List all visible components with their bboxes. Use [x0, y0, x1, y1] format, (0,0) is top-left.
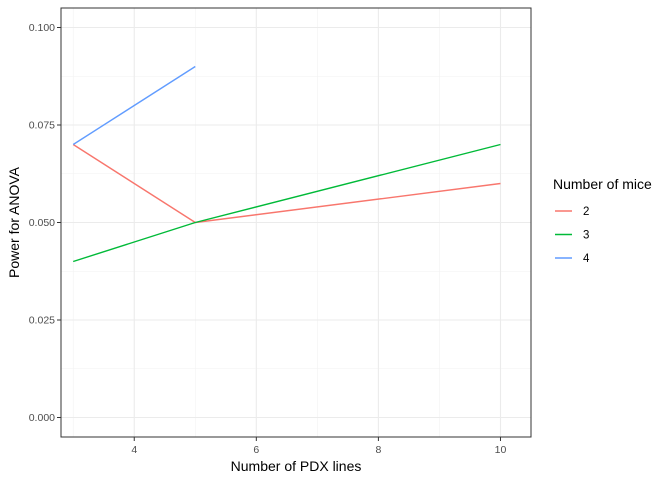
y-tick-label: 0.100	[29, 22, 55, 34]
series-line-3	[72, 143, 501, 263]
x-axis-title: Number of PDX lines	[231, 458, 362, 474]
series-lines	[72, 65, 501, 263]
y-tick-label: 0.000	[29, 412, 55, 424]
y-tick-label: 0.025	[29, 315, 55, 327]
legend: Number of mice 2 3 4	[553, 176, 652, 265]
y-axis-title: Power for ANOVA	[6, 166, 22, 278]
x-tick-label: 4	[131, 444, 137, 456]
series-line-4	[72, 65, 196, 146]
legend-label-4: 4	[583, 253, 590, 265]
minor-gridlines	[61, 8, 531, 437]
x-axis-ticks: 4 6 8 10	[131, 437, 506, 456]
x-tick-label: 6	[253, 444, 259, 456]
major-gridlines	[61, 8, 531, 437]
y-tick-label: 0.075	[29, 120, 55, 132]
x-tick-label: 10	[495, 444, 507, 456]
legend-title: Number of mice	[553, 176, 652, 192]
y-axis-ticks: 0.000 0.025 0.050 0.075 0.100	[29, 22, 61, 424]
legend-items: 2 3 4	[555, 206, 590, 265]
legend-label-2: 2	[583, 206, 589, 218]
y-tick-label: 0.050	[29, 217, 55, 229]
x-tick-label: 8	[375, 444, 381, 456]
legend-label-3: 3	[583, 230, 589, 242]
